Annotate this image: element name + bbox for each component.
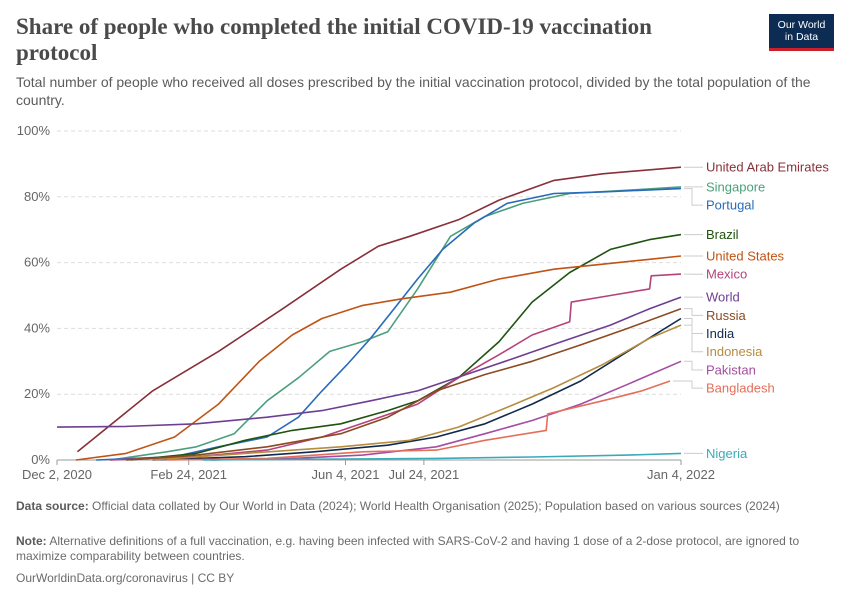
label-connector	[684, 188, 703, 206]
series-label-singapore[interactable]: Singapore	[706, 179, 765, 194]
label-connector	[673, 380, 703, 389]
series-line-indonesia[interactable]	[152, 324, 682, 461]
x-tick-label: Jan 4, 2022	[647, 467, 715, 482]
y-tick-label: 80%	[24, 189, 50, 204]
series-label-bangladesh[interactable]: Bangladesh	[706, 381, 775, 396]
series-label-united-states[interactable]: United States	[706, 249, 785, 264]
series-label-brazil[interactable]: Brazil	[706, 227, 739, 242]
series-line-brazil[interactable]	[130, 233, 682, 461]
label-connector	[684, 360, 703, 371]
series-label-russia[interactable]: Russia	[706, 308, 747, 323]
chart-note: Note: Alternative definitions of a full …	[16, 534, 816, 564]
chart-title: Share of people who completed the initia…	[16, 14, 652, 65]
chart-credit[interactable]: OurWorldinData.org/coronavirus | CC BY	[16, 571, 235, 585]
x-tick-label: Dec 2, 2020	[22, 467, 92, 482]
y-tick-label: 0%	[31, 452, 50, 467]
label-connector	[684, 308, 703, 316]
logo-line-2: in Data	[784, 31, 819, 43]
data-source-label: Data source:	[16, 499, 89, 513]
series-label-united-arab-emirates[interactable]: United Arab Emirates	[706, 160, 829, 175]
series-line-pakistan[interactable]	[210, 360, 682, 461]
chart-note-text: Alternative definitions of a full vaccin…	[16, 534, 800, 563]
series-line-russia[interactable]	[125, 307, 682, 461]
x-tick-label: Jun 4, 2021	[312, 467, 380, 482]
label-connector	[684, 318, 703, 335]
series-line-world[interactable]	[56, 296, 682, 428]
series-line-united-states[interactable]	[75, 255, 682, 461]
series-line-india[interactable]	[152, 317, 682, 461]
series-line-portugal[interactable]	[96, 187, 682, 461]
series-label-mexico[interactable]: Mexico	[706, 267, 747, 282]
chart-note-label: Note:	[16, 534, 47, 548]
series-line-united-arab-emirates[interactable]	[76, 166, 682, 453]
axis-layer: 0% 20% 40% 60% 80% 100% Dec 2, 2020 Feb 24, 202…	[17, 123, 715, 482]
label-connector	[684, 324, 703, 353]
series-label-nigeria[interactable]: Nigeria	[706, 446, 748, 461]
grid-layer	[57, 130, 681, 461]
y-tick-label: 40%	[24, 320, 50, 335]
series-label-india[interactable]: India	[706, 326, 735, 341]
y-tick-label: 60%	[24, 255, 50, 270]
logo-line-1: Our World	[777, 19, 826, 31]
x-tick-label: Feb 24, 2021	[150, 467, 227, 482]
series-label-pakistan[interactable]: Pakistan	[706, 362, 756, 377]
y-tick-label: 100%	[17, 123, 51, 138]
data-source: Data source: Official data collated by O…	[16, 499, 816, 514]
series-line-singapore[interactable]	[110, 186, 682, 461]
series-label-indonesia[interactable]: Indonesia	[706, 344, 763, 359]
series-line-bangladesh[interactable]	[166, 380, 671, 461]
data-source-text: Official data collated by Our World in D…	[92, 499, 780, 513]
series-label-world[interactable]: World	[706, 290, 740, 305]
x-tick-label: Jul 24, 2021	[388, 467, 459, 482]
label-layer: United Arab Emirates Singapore Portugal Bra…	[673, 160, 829, 461]
series-label-portugal[interactable]: Portugal	[706, 198, 755, 213]
series-line-mexico[interactable]	[110, 273, 682, 461]
chart-subtitle: Total number of people who received all …	[16, 74, 811, 108]
y-tick-label: 20%	[24, 386, 50, 401]
series-line-nigeria[interactable]	[202, 452, 682, 461]
series-layer	[56, 166, 682, 461]
owid-logo[interactable]: Our World in Data	[769, 14, 834, 51]
